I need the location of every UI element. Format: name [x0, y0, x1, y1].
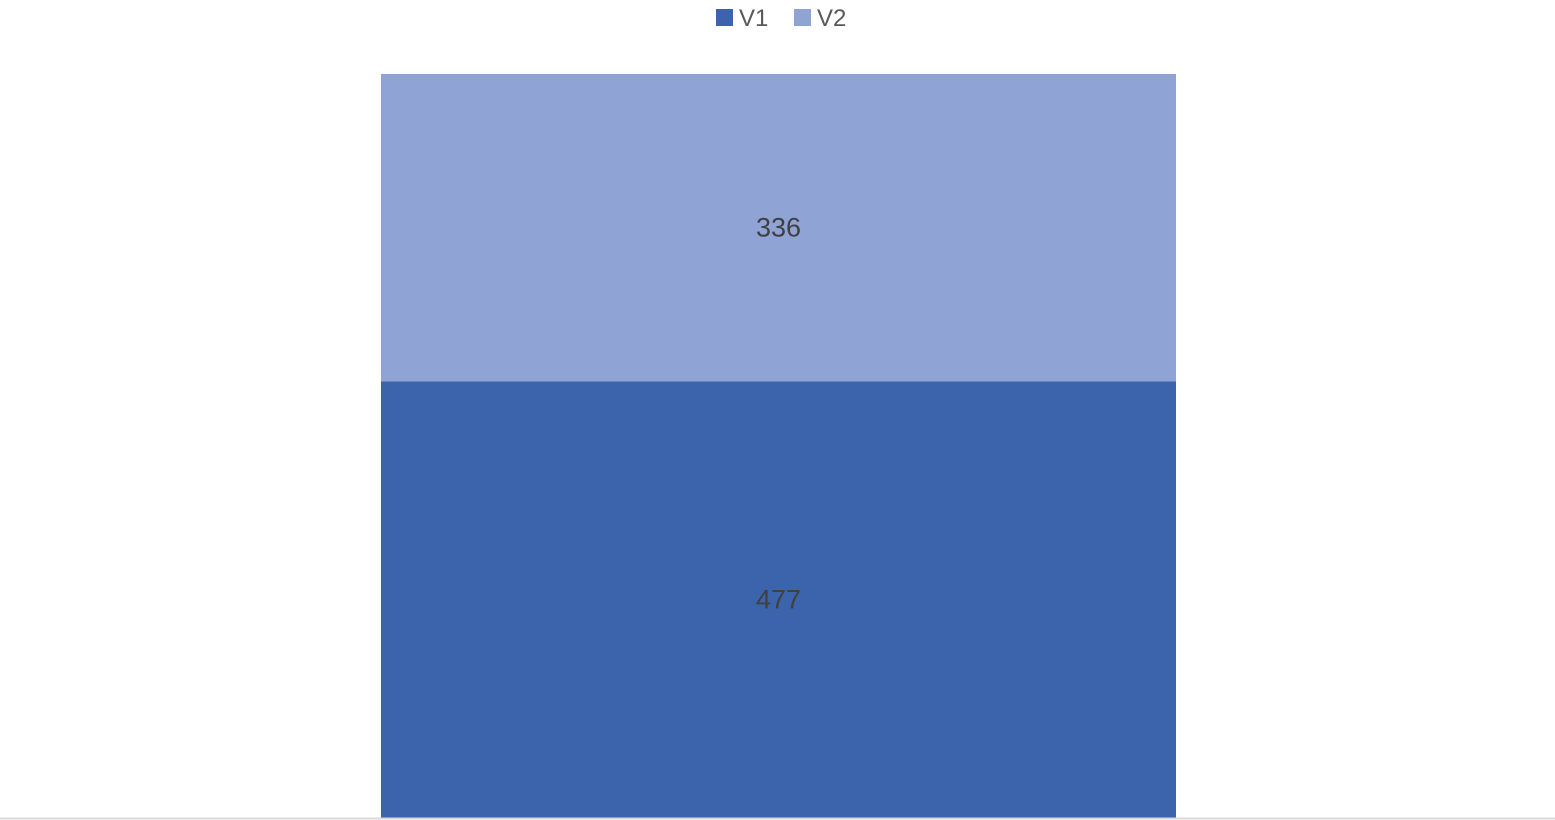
bar-segment-v2 — [381, 74, 1176, 382]
legend-swatch-v1 — [716, 9, 733, 26]
bar-stack — [381, 74, 1176, 818]
legend-label-v2: V2 — [817, 5, 846, 32]
legend-swatch-v2 — [794, 9, 811, 26]
legend-label-v1: V1 — [739, 5, 768, 32]
legend: V1 V2 — [716, 5, 846, 32]
data-labels: 477 336 — [756, 213, 801, 615]
data-label-v1: 477 — [756, 585, 801, 615]
data-label-v2: 336 — [756, 213, 801, 243]
bar-segment-v1 — [381, 381, 1176, 818]
